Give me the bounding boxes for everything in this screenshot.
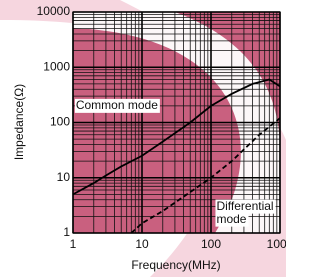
y-tick-label: 1000 <box>43 59 70 73</box>
annotation: Common mode <box>76 98 158 112</box>
y-tick-label: 10 <box>57 170 71 184</box>
x-tick-label: 1000 <box>267 237 286 251</box>
y-tick-label: 1 <box>63 225 70 239</box>
y-axis-label: Impedance(Ω) <box>12 84 26 160</box>
annotation: mode <box>216 212 246 226</box>
x-tick-label: 1 <box>70 237 77 251</box>
x-tick-label: 100 <box>201 237 221 251</box>
y-tick-label: 100 <box>50 115 70 129</box>
x-axis-label: Frequency(MHz) <box>131 258 220 272</box>
x-tick-label: 10 <box>135 237 149 251</box>
annotation: Differential <box>216 199 273 213</box>
y-tick-label: 10000 <box>37 4 71 18</box>
chart: Frequency(MHz) Impedance(Ω) 1 10 100 1000 1 1… <box>0 0 286 277</box>
